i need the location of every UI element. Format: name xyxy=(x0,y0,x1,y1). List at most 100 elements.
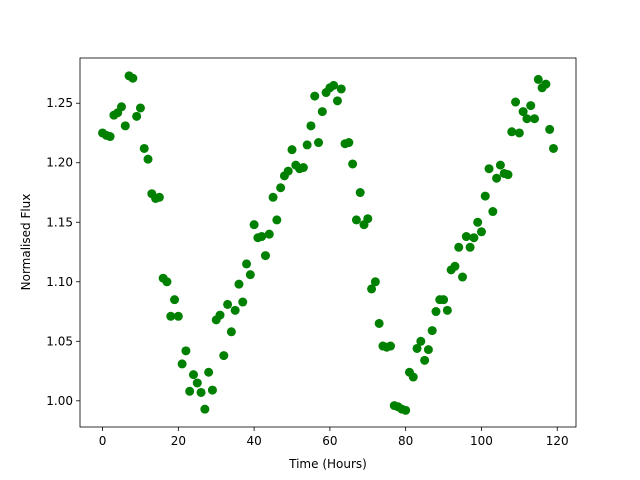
point xyxy=(401,405,411,415)
point xyxy=(249,220,259,230)
point xyxy=(454,242,464,252)
y-tick-label: 1.10 xyxy=(46,275,73,289)
point xyxy=(351,215,361,225)
point xyxy=(234,279,244,289)
point xyxy=(526,101,536,111)
y-tick-label: 1.00 xyxy=(46,394,73,408)
point xyxy=(533,74,543,84)
point xyxy=(431,307,441,317)
point xyxy=(348,159,358,169)
point xyxy=(423,345,433,355)
point xyxy=(461,232,471,242)
point xyxy=(427,326,437,336)
point xyxy=(207,385,217,395)
y-tick-label: 1.25 xyxy=(46,96,73,110)
point xyxy=(386,341,396,351)
point xyxy=(488,207,498,217)
point xyxy=(181,346,191,356)
point xyxy=(306,121,316,131)
point xyxy=(363,214,373,224)
point xyxy=(420,355,430,365)
point xyxy=(439,295,449,305)
point xyxy=(257,232,267,242)
point xyxy=(128,73,138,83)
x-tick-label: 60 xyxy=(322,434,337,448)
point xyxy=(238,297,248,307)
point xyxy=(412,343,422,353)
y-tick-label: 1.05 xyxy=(46,334,73,348)
point xyxy=(135,103,145,113)
point xyxy=(188,370,198,380)
point xyxy=(268,192,278,202)
point xyxy=(242,259,252,269)
point xyxy=(302,140,312,150)
point xyxy=(514,128,524,138)
point xyxy=(518,107,528,117)
point xyxy=(545,124,555,134)
point xyxy=(177,359,187,369)
point xyxy=(200,404,210,414)
point xyxy=(283,166,293,176)
point xyxy=(548,143,558,153)
point xyxy=(332,96,342,106)
point xyxy=(344,138,354,148)
point xyxy=(132,111,142,121)
point xyxy=(522,114,532,124)
point xyxy=(492,173,502,183)
point xyxy=(495,160,505,170)
point xyxy=(473,217,483,227)
point xyxy=(260,251,270,261)
point xyxy=(139,143,149,153)
point xyxy=(298,163,308,173)
point xyxy=(245,270,255,280)
point xyxy=(154,192,164,202)
x-tick-label: 40 xyxy=(246,434,261,448)
point xyxy=(230,305,240,315)
point xyxy=(276,183,286,193)
point xyxy=(204,367,214,377)
point xyxy=(329,80,339,90)
plot-frame xyxy=(79,57,577,428)
point xyxy=(185,386,195,396)
point xyxy=(530,114,540,124)
x-tick-label: 120 xyxy=(546,434,569,448)
x-tick-label: 80 xyxy=(398,434,413,448)
point xyxy=(442,305,452,315)
point xyxy=(170,295,180,305)
x-axis-label: Time (Hours) xyxy=(288,457,367,471)
point xyxy=(416,336,426,346)
point xyxy=(408,372,418,382)
y-tick-label: 1.15 xyxy=(46,215,73,229)
y-tick-label: 1.20 xyxy=(46,156,73,170)
point xyxy=(450,261,460,271)
point xyxy=(507,127,517,137)
point xyxy=(484,164,494,174)
point xyxy=(272,215,282,225)
point xyxy=(458,272,468,282)
point xyxy=(120,121,130,131)
point xyxy=(317,107,327,117)
point xyxy=(476,227,486,237)
point xyxy=(310,91,320,101)
point xyxy=(166,311,176,321)
point xyxy=(143,154,153,164)
point xyxy=(374,318,384,328)
point xyxy=(480,191,490,201)
point xyxy=(469,233,479,243)
point xyxy=(511,97,521,107)
x-tick-label: 100 xyxy=(470,434,493,448)
point xyxy=(215,310,225,320)
point xyxy=(196,387,206,397)
point xyxy=(287,145,297,155)
point xyxy=(116,102,126,112)
point xyxy=(223,299,233,309)
point xyxy=(367,284,377,294)
point xyxy=(355,188,365,198)
point xyxy=(192,378,202,388)
point xyxy=(541,79,551,89)
point xyxy=(264,229,274,239)
y-axis-label: Normalised Flux xyxy=(19,194,33,291)
point xyxy=(465,242,475,252)
